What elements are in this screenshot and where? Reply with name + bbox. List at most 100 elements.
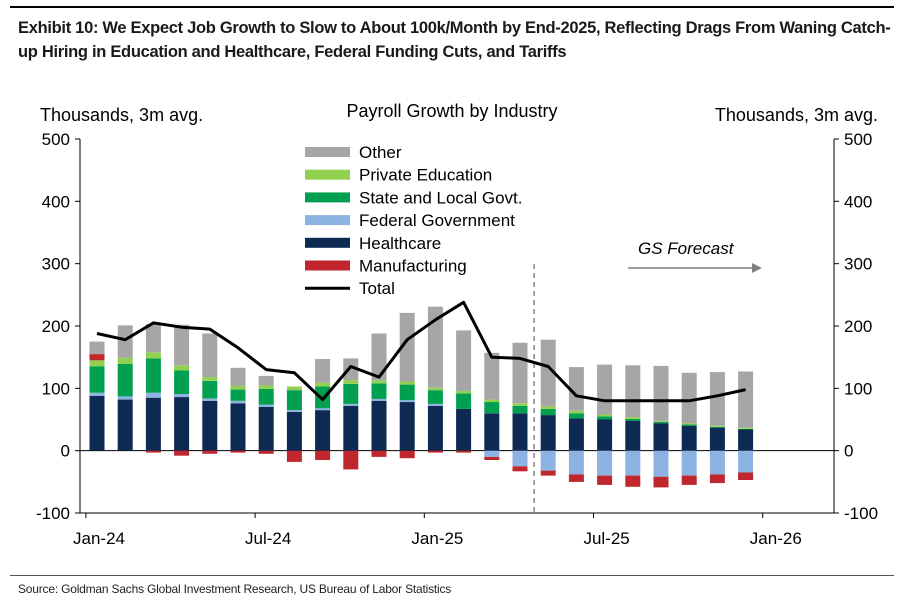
legend: Other Private Education State and Local Go… [305, 143, 523, 298]
bar-state-and-local-govt-6 [258, 389, 274, 405]
bar-private-education-14 [484, 399, 500, 403]
bar-federal-government-22 [709, 450, 725, 475]
bar-manufacturing-4 [202, 450, 218, 454]
bar-manufacturing-9 [343, 450, 359, 470]
x-tick-label: Jan-24 [73, 529, 125, 548]
source-note: Source: Goldman Sachs Global Investment … [18, 582, 452, 596]
bar-other-11 [399, 312, 415, 382]
bar-state-and-local-govt-14 [484, 402, 500, 414]
bar-state-and-local-govt-9 [343, 384, 359, 404]
bar-manufacturing-17 [568, 474, 584, 482]
x-tick-label: Jan-25 [411, 529, 463, 548]
bar-federal-government-19 [625, 450, 641, 476]
bar-manufacturing-14 [484, 456, 500, 460]
bar-other-4 [202, 333, 218, 378]
bar-state-and-local-govt-7 [286, 390, 302, 411]
bar-federal-government-7 [286, 410, 302, 412]
exhibit-title: Exhibit 10: We Expect Job Growth to Slow… [18, 19, 891, 61]
bar-manufacturing-21 [681, 475, 697, 485]
bar-healthcare-23 [738, 429, 754, 451]
bar-healthcare-19 [625, 420, 641, 451]
legend-label: Manufacturing [359, 257, 467, 276]
bar-other-5 [230, 367, 246, 386]
bar-healthcare-13 [456, 408, 472, 451]
bar-federal-government-18 [597, 450, 613, 476]
bar-private-education-1 [117, 357, 133, 364]
bar-state-and-local-govt-11 [399, 384, 415, 401]
bar-other-8 [315, 359, 331, 383]
bar-state-and-local-govt-2 [145, 358, 161, 393]
bar-private-education-18 [597, 414, 613, 417]
bar-state-and-local-govt-1 [117, 364, 133, 397]
y-tick-label-right: 500 [844, 130, 872, 149]
bar-healthcare-21 [681, 425, 697, 451]
bar-federal-government-10 [371, 398, 387, 401]
bar-healthcare-11 [399, 402, 415, 451]
bar-other-0 [89, 341, 105, 355]
legend-swatch-federal-government [305, 215, 350, 226]
forecast-label: GS Forecast [638, 239, 735, 258]
y-tick-label-right: 100 [844, 379, 872, 398]
bar-state-and-local-govt-19 [625, 418, 641, 421]
left-axis-label: Thousands, 3m avg. [40, 105, 203, 125]
forecast-arrow-head [752, 263, 762, 273]
legend-label: Federal Government [359, 211, 515, 230]
bar-private-education-15 [512, 403, 528, 406]
bar-federal-government-0 [89, 392, 105, 396]
legend-swatch-healthcare [305, 237, 350, 248]
bar-private-education-11 [399, 381, 415, 385]
bar-manufacturing-3 [174, 450, 190, 456]
bars-group [89, 306, 754, 488]
bar-other-3 [174, 324, 190, 366]
y-tick-label-left: 400 [42, 192, 70, 211]
bar-manufacturing-6 [258, 450, 274, 454]
bar-private-education-3 [174, 365, 190, 371]
bar-healthcare-0 [89, 395, 105, 451]
bar-manufacturing-5 [230, 450, 246, 453]
bar-other-19 [625, 365, 641, 417]
x-tick-label: Jul-24 [245, 529, 291, 548]
bar-manufacturing-7 [286, 450, 302, 462]
bar-private-education-4 [202, 377, 218, 381]
bar-private-education-10 [371, 380, 387, 384]
bar-manufacturing-20 [653, 476, 669, 488]
bottom-rule [10, 575, 894, 576]
bar-other-14 [484, 352, 500, 400]
bar-private-education-8 [315, 382, 331, 387]
bar-other-10 [371, 333, 387, 381]
bar-manufacturing-0 [89, 354, 105, 361]
y-tick-label-left: 300 [42, 255, 70, 274]
legend-label: Private Education [359, 166, 492, 185]
bar-private-education-16 [540, 406, 556, 409]
legend-swatch-private-education [305, 169, 350, 180]
bar-healthcare-10 [371, 400, 387, 451]
bar-manufacturing-23 [738, 472, 754, 480]
bar-private-education-23 [738, 427, 754, 429]
bar-state-and-local-govt-5 [230, 389, 246, 401]
bar-healthcare-12 [427, 405, 443, 451]
bar-other-16 [540, 339, 556, 407]
bar-federal-government-23 [738, 450, 754, 473]
bar-state-and-local-govt-20 [653, 422, 669, 424]
legend-label: Total [359, 279, 395, 298]
bar-other-15 [512, 342, 528, 404]
bar-healthcare-1 [117, 399, 133, 451]
bar-healthcare-4 [202, 400, 218, 451]
bar-healthcare-14 [484, 413, 500, 451]
bar-federal-government-17 [568, 450, 584, 475]
bar-state-and-local-govt-21 [681, 424, 697, 426]
bar-other-6 [258, 375, 274, 386]
legend-swatch-other [305, 147, 350, 157]
bar-other-18 [597, 364, 613, 415]
bar-state-and-local-govt-12 [427, 390, 443, 404]
bar-other-22 [709, 372, 725, 426]
bar-federal-government-3 [174, 393, 190, 397]
bar-manufacturing-22 [709, 474, 725, 484]
bar-private-education-12 [427, 387, 443, 391]
bar-federal-government-8 [315, 408, 331, 411]
y-tick-label-left: 0 [61, 442, 70, 461]
bar-healthcare-20 [653, 423, 669, 451]
y-tick-label-left: 500 [42, 130, 70, 149]
bar-state-and-local-govt-22 [709, 427, 725, 428]
bar-private-education-2 [145, 352, 161, 359]
